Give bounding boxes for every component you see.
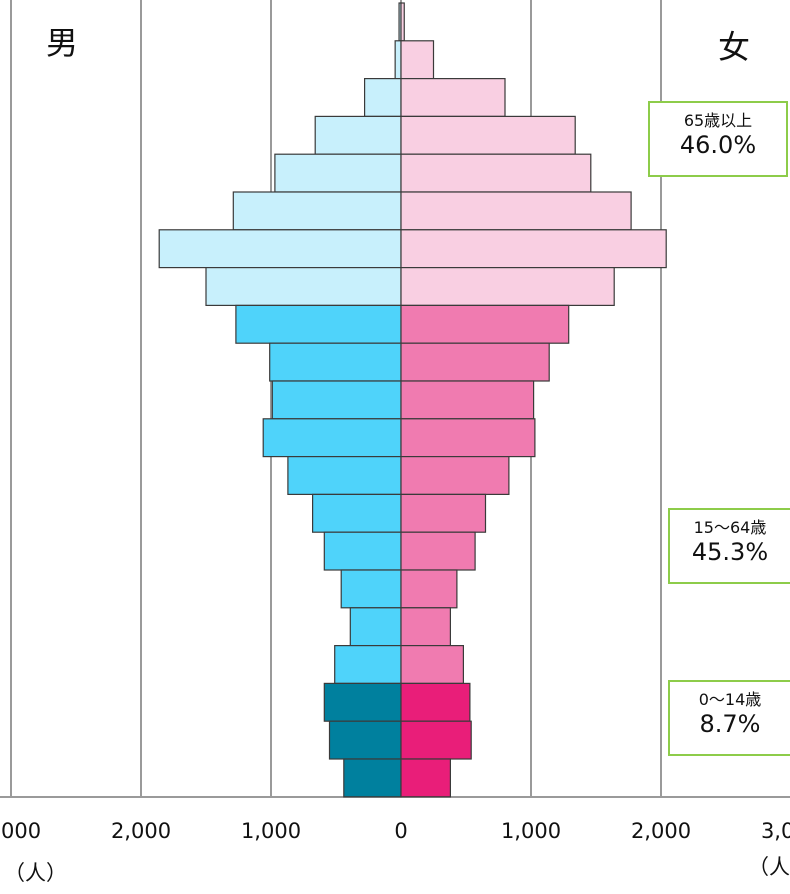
bar-female-12	[400, 456, 510, 496]
bar-female-3	[400, 115, 576, 155]
bar-female-11	[400, 418, 536, 458]
bar-female-0	[400, 2, 405, 42]
x-tick-label-6: 3,000	[761, 819, 790, 843]
bar-female-15	[400, 569, 458, 609]
bar-male-5	[232, 191, 402, 231]
callout-15-64-value: 45.3%	[691, 538, 769, 566]
bar-female-1	[400, 40, 435, 80]
callout-0-14: 0〜14歳 8.7%	[668, 680, 790, 756]
male-label: 男	[46, 24, 79, 62]
bar-male-9	[269, 342, 402, 382]
x-tick-label-2: 1,000	[241, 819, 301, 843]
bar-male-13	[312, 493, 402, 533]
bar-male-16	[349, 607, 402, 647]
bar-female-5	[400, 191, 632, 231]
bar-male-10	[271, 380, 402, 420]
x-tick-label-1: 2,000	[111, 819, 171, 843]
callout-0-14-value: 8.7%	[699, 710, 761, 738]
unit-label-left: （人）	[4, 861, 67, 885]
bar-male-4	[274, 153, 402, 193]
bar-male-19	[328, 720, 402, 760]
bar-male-7	[205, 267, 402, 307]
callout-65-plus: 65歳以上 46.0%	[648, 101, 788, 177]
x-axis: 3,000 2,000 1,000 0 1,000 2,000 3,000 （人） （人）	[0, 819, 790, 885]
bar-female-19	[400, 720, 472, 760]
bar-female-13	[400, 493, 487, 533]
bar-male-14	[323, 531, 402, 571]
bar-male-11	[262, 418, 402, 458]
bar-female-4	[400, 153, 592, 193]
bar-female-8	[400, 304, 570, 344]
bar-female-20	[400, 758, 452, 798]
bar-male-8	[235, 304, 402, 344]
unit-label-right: （人）	[748, 855, 790, 879]
bar-male-17	[334, 644, 402, 684]
x-tick-label-5: 2,000	[631, 819, 691, 843]
bar-female-7	[400, 267, 615, 307]
bar-female-14	[400, 531, 476, 571]
bar-male-15	[340, 569, 402, 609]
bar-male-18	[323, 682, 402, 722]
callout-0-14-label: 0〜14歳	[698, 690, 762, 709]
bar-male-1	[394, 40, 402, 80]
bars	[158, 2, 667, 798]
bar-male-3	[314, 115, 402, 155]
bar-female-17	[400, 644, 465, 684]
bar-female-2	[400, 77, 506, 117]
bar-male-6	[158, 229, 402, 269]
callout-15-64: 15〜64歳 45.3%	[668, 508, 790, 584]
callout-15-64-label: 15〜64歳	[693, 518, 767, 537]
callout-65-plus-value: 46.0%	[679, 131, 757, 159]
x-tick-label-3: 0	[394, 819, 407, 843]
bar-female-16	[400, 607, 452, 647]
bar-female-9	[400, 342, 550, 382]
bar-male-12	[287, 456, 402, 496]
bar-male-2	[364, 77, 402, 117]
callout-65-plus-label: 65歳以上	[683, 111, 753, 130]
x-tick-label-4: 1,000	[501, 819, 561, 843]
bar-male-20	[343, 758, 402, 798]
female-label: 女	[718, 28, 751, 66]
bar-female-6	[400, 229, 667, 269]
bar-female-10	[400, 380, 535, 420]
x-tick-label-0: 3,000	[0, 819, 41, 843]
bar-female-18	[400, 682, 471, 722]
